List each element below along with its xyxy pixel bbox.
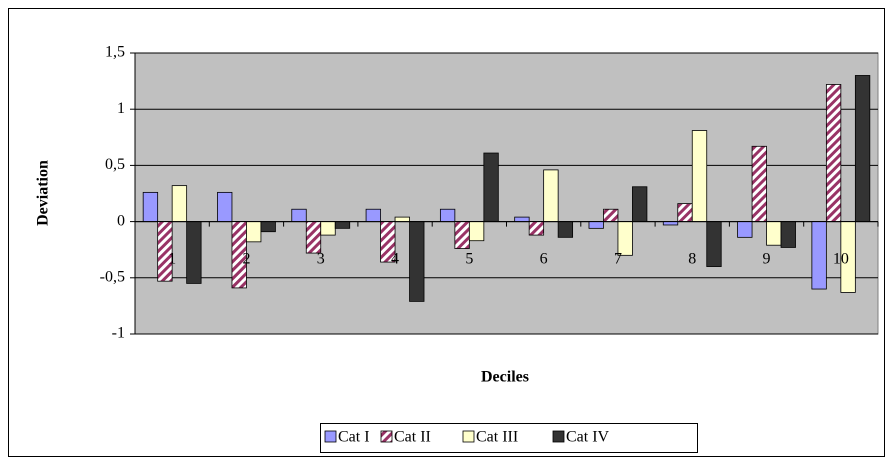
legend-label: Cat I: [338, 429, 370, 446]
y-axis-title: Deviation: [35, 160, 52, 226]
bar: [483, 152, 499, 222]
bar: [691, 130, 708, 222]
bar: [394, 216, 410, 223]
bar: [365, 208, 381, 222]
bar: [171, 185, 188, 223]
bar: [514, 216, 530, 223]
legend-swatch: [552, 430, 565, 443]
bar: [246, 221, 262, 243]
x-tick-label: 4: [391, 250, 399, 267]
x-tick-label: 6: [540, 250, 548, 267]
bar: [528, 221, 545, 236]
y-tick-label: 0,5: [105, 156, 125, 173]
bar: [334, 221, 351, 229]
bar: [439, 208, 456, 222]
bar: [603, 208, 619, 222]
y-tick-label: 1,5: [105, 44, 125, 61]
x-tick-label: 1: [168, 250, 176, 267]
bar: [305, 221, 322, 254]
x-tick-label: 5: [465, 250, 473, 267]
legend-label: Cat III: [476, 429, 518, 446]
bar: [291, 208, 307, 222]
bar: [454, 221, 470, 249]
bar: [825, 84, 842, 223]
bar: [409, 221, 425, 302]
bar: [260, 221, 276, 233]
bar: [751, 145, 767, 223]
bar: [543, 169, 559, 222]
x-axis-title: Deciles: [481, 369, 529, 386]
legend-label: Cat II: [394, 429, 431, 446]
bar: [320, 221, 336, 236]
bar: [780, 221, 796, 248]
bar: [142, 191, 159, 223]
y-tick-label: -0,5: [100, 268, 125, 285]
y-tick-label: -1: [112, 325, 125, 342]
bar: [811, 221, 827, 290]
x-tick-label: 10: [833, 250, 849, 267]
x-tick-label: 7: [614, 250, 622, 267]
x-tick-label: 9: [763, 250, 771, 267]
legend-swatch: [380, 430, 393, 443]
bar: [217, 191, 233, 223]
legend-label: Cat IV: [566, 429, 610, 446]
bar: [588, 221, 604, 229]
x-tick-label: 8: [688, 250, 696, 267]
legend-swatch: [462, 430, 475, 443]
y-tick-label: 1: [117, 100, 125, 117]
bar: [186, 221, 202, 284]
bar: [557, 221, 574, 238]
bar: [677, 203, 693, 222]
bar: [632, 186, 648, 222]
bar: [737, 221, 753, 238]
bar: [854, 75, 871, 222]
y-tick-label: 0: [117, 212, 125, 229]
bar: [706, 221, 722, 267]
legend-swatch: [324, 430, 337, 443]
bar: [766, 221, 782, 246]
x-tick-label: 3: [317, 250, 325, 267]
bar: [662, 221, 679, 226]
bar: [468, 221, 485, 242]
x-tick-label: 2: [242, 250, 250, 267]
